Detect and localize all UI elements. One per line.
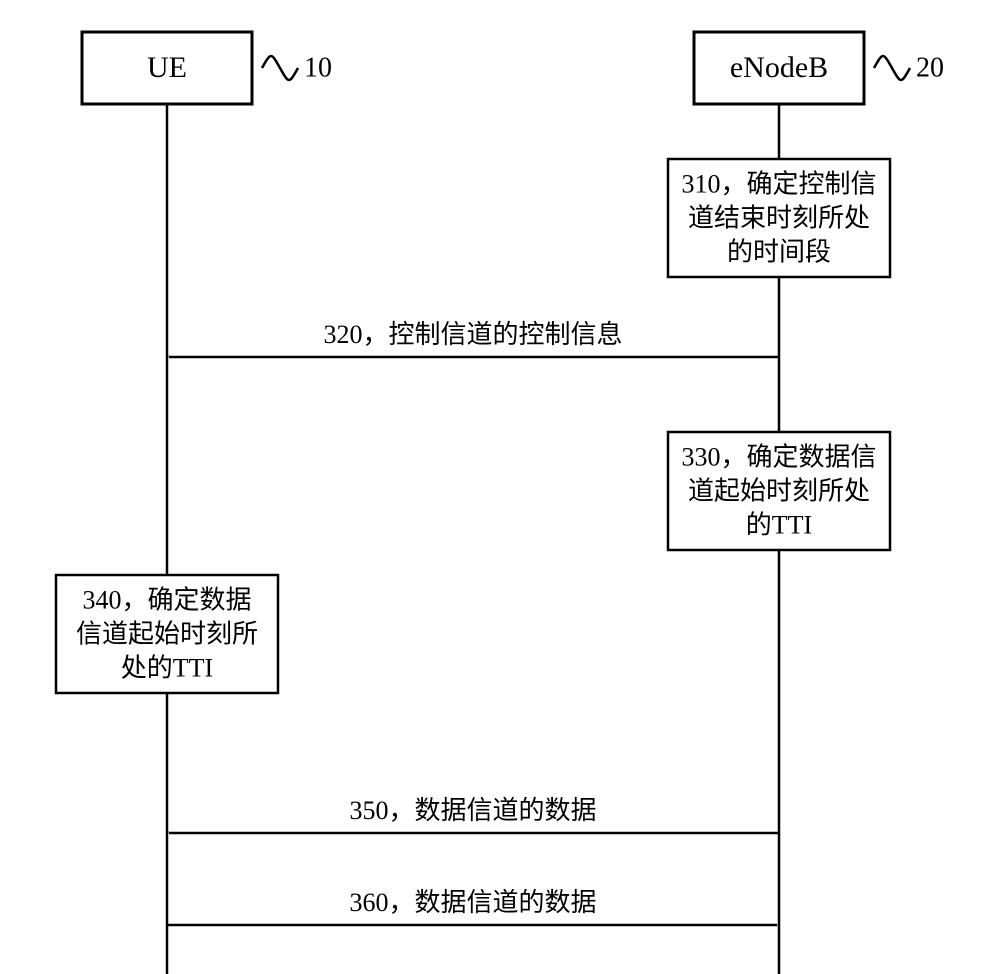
msg-320: 320，控制信道的控制信息 bbox=[169, 320, 779, 357]
step-text-line: 处的TTI bbox=[121, 654, 213, 683]
sequence-diagram: UE 10 eNodeB 20 310，确定控制信道结束时刻所处的时间段 330，确定数据… bbox=[0, 0, 1000, 974]
msg-350: 350，数据信道的数据 bbox=[169, 796, 779, 833]
actor-label: eNodeB bbox=[730, 51, 828, 84]
actor-number: 10 bbox=[304, 52, 332, 83]
actor-label: UE bbox=[147, 51, 187, 84]
step-text-line: 310，确定控制信 bbox=[681, 170, 876, 199]
step-text-line: 的时间段 bbox=[727, 238, 831, 267]
actor-left: UE 10 bbox=[82, 32, 332, 104]
message-label: 360，数据信道的数据 bbox=[349, 888, 596, 917]
message-label: 320，控制信道的控制信息 bbox=[323, 320, 622, 349]
actor-right: eNodeB 20 bbox=[694, 32, 944, 104]
step-text-line: 的TTI bbox=[746, 511, 812, 540]
message-label: 350，数据信道的数据 bbox=[349, 796, 596, 825]
step-text-line: 340，确定数据 bbox=[82, 586, 251, 615]
actor-number: 20 bbox=[916, 52, 944, 83]
msg-360: 360，数据信道的数据 bbox=[167, 888, 777, 925]
step-310: 310，确定控制信道结束时刻所处的时间段 bbox=[668, 159, 890, 277]
tilde-icon bbox=[262, 56, 298, 80]
step-text-line: 道起始时刻所处 bbox=[688, 477, 870, 506]
tilde-icon bbox=[874, 56, 910, 80]
step-330: 330，确定数据信道起始时刻所处的TTI bbox=[668, 432, 890, 550]
step-text-line: 道结束时刻所处 bbox=[688, 204, 870, 233]
step-text-line: 330，确定数据信 bbox=[681, 443, 876, 472]
step-text-line: 信道起始时刻所 bbox=[76, 620, 258, 649]
step-340: 340，确定数据信道起始时刻所处的TTI bbox=[56, 575, 278, 693]
